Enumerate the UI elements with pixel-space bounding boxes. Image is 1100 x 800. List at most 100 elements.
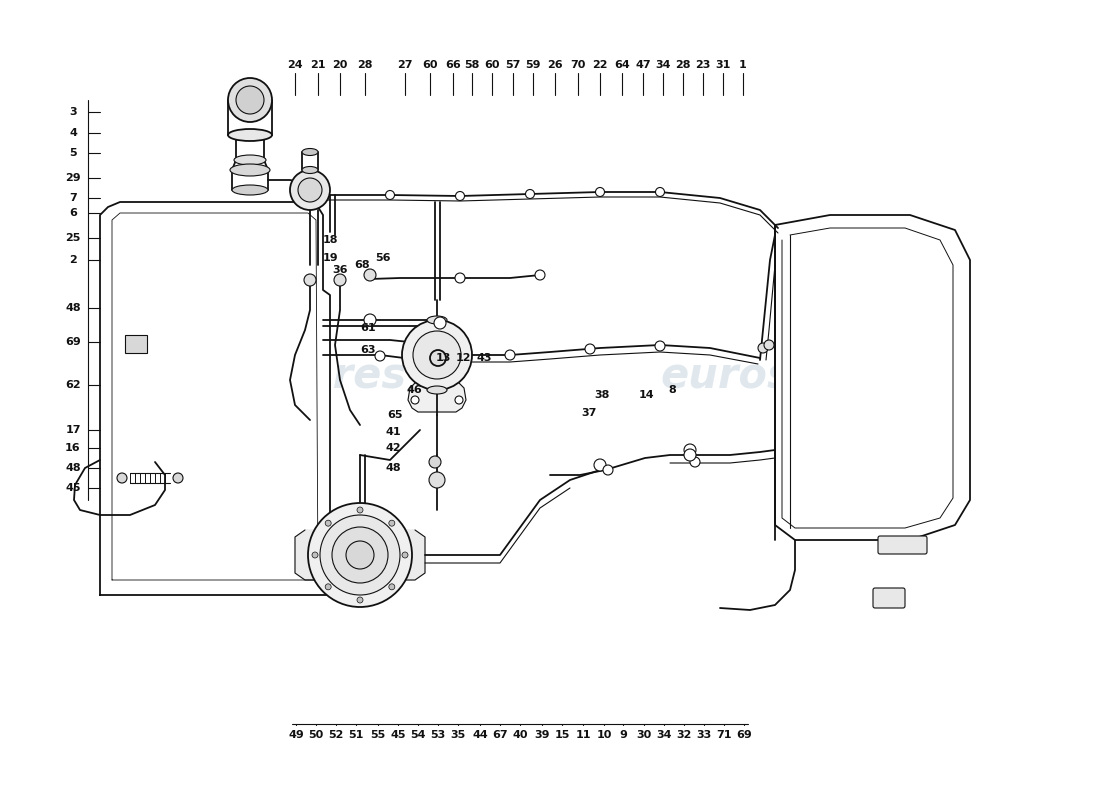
Text: 26: 26: [547, 60, 563, 70]
Polygon shape: [408, 380, 466, 412]
Ellipse shape: [302, 166, 318, 174]
Ellipse shape: [230, 164, 270, 176]
Text: 33: 33: [696, 730, 712, 740]
Text: 64: 64: [614, 60, 630, 70]
Text: 15: 15: [554, 730, 570, 740]
Text: 40: 40: [513, 730, 528, 740]
Circle shape: [117, 473, 126, 483]
Text: 6: 6: [69, 208, 77, 218]
Text: 65: 65: [387, 410, 403, 420]
Circle shape: [358, 507, 363, 513]
Text: 29: 29: [65, 173, 80, 183]
Text: 20: 20: [332, 60, 348, 70]
Text: 31: 31: [715, 60, 730, 70]
Text: 59: 59: [526, 60, 541, 70]
Text: 67: 67: [492, 730, 508, 740]
Text: 25: 25: [65, 233, 80, 243]
Circle shape: [526, 190, 535, 198]
Text: 58: 58: [464, 60, 480, 70]
Text: 16: 16: [65, 443, 80, 453]
Circle shape: [603, 465, 613, 475]
Text: 70: 70: [570, 60, 585, 70]
Text: 53: 53: [430, 730, 446, 740]
Text: 36: 36: [332, 265, 348, 275]
Circle shape: [764, 340, 774, 350]
Text: 48: 48: [385, 463, 400, 473]
Circle shape: [312, 552, 318, 558]
Text: 61: 61: [360, 323, 376, 333]
Text: 34: 34: [656, 60, 671, 70]
Circle shape: [388, 520, 395, 526]
Text: 10: 10: [596, 730, 612, 740]
Circle shape: [375, 351, 385, 361]
Text: 7: 7: [69, 193, 77, 203]
Text: 41: 41: [385, 427, 400, 437]
Ellipse shape: [232, 185, 268, 195]
Text: 66: 66: [446, 60, 461, 70]
Circle shape: [684, 444, 696, 456]
Circle shape: [332, 527, 388, 583]
Text: 63: 63: [361, 345, 376, 355]
Circle shape: [308, 503, 412, 607]
Text: 55: 55: [371, 730, 386, 740]
Text: 46: 46: [406, 385, 422, 395]
Ellipse shape: [228, 129, 272, 141]
Text: 45: 45: [65, 483, 80, 493]
Ellipse shape: [427, 316, 447, 324]
Circle shape: [429, 456, 441, 468]
Text: 52: 52: [328, 730, 343, 740]
Ellipse shape: [427, 386, 447, 394]
Text: 1: 1: [739, 60, 747, 70]
Circle shape: [298, 178, 322, 202]
Text: 23: 23: [695, 60, 711, 70]
Circle shape: [402, 552, 408, 558]
Text: 28: 28: [675, 60, 691, 70]
Circle shape: [385, 190, 395, 199]
Text: 47: 47: [635, 60, 651, 70]
FancyBboxPatch shape: [873, 588, 905, 608]
Text: 21: 21: [310, 60, 326, 70]
Circle shape: [326, 584, 331, 590]
Circle shape: [690, 457, 700, 467]
Circle shape: [358, 597, 363, 603]
Circle shape: [455, 191, 464, 201]
Text: 60: 60: [484, 60, 499, 70]
Ellipse shape: [302, 149, 318, 155]
Polygon shape: [100, 202, 330, 595]
Text: 35: 35: [450, 730, 465, 740]
Text: 48: 48: [65, 463, 80, 473]
Text: 34: 34: [657, 730, 672, 740]
Circle shape: [594, 459, 606, 471]
Circle shape: [364, 314, 376, 326]
Text: 3: 3: [69, 107, 77, 117]
Text: 54: 54: [410, 730, 426, 740]
Circle shape: [455, 273, 465, 283]
Text: 24: 24: [287, 60, 303, 70]
Circle shape: [684, 449, 696, 461]
Circle shape: [656, 187, 664, 197]
Text: 38: 38: [594, 390, 609, 400]
Text: 22: 22: [592, 60, 607, 70]
Circle shape: [411, 396, 419, 404]
Circle shape: [334, 274, 346, 286]
Circle shape: [585, 344, 595, 354]
Text: 51: 51: [349, 730, 364, 740]
Text: 13: 13: [436, 353, 451, 363]
Text: 18: 18: [322, 235, 338, 245]
Circle shape: [326, 520, 331, 526]
Ellipse shape: [234, 155, 266, 165]
Text: 27: 27: [397, 60, 412, 70]
Text: 44: 44: [472, 730, 488, 740]
Text: 56: 56: [375, 253, 390, 263]
Text: 68: 68: [354, 260, 370, 270]
Polygon shape: [295, 530, 425, 580]
Circle shape: [304, 274, 316, 286]
Text: eurospares: eurospares: [660, 355, 924, 397]
Text: 8: 8: [668, 385, 675, 395]
Circle shape: [320, 515, 400, 595]
Text: 19: 19: [322, 253, 338, 263]
Text: 62: 62: [65, 380, 80, 390]
FancyBboxPatch shape: [125, 335, 147, 353]
Text: eurospares: eurospares: [143, 355, 407, 397]
Circle shape: [430, 350, 446, 366]
